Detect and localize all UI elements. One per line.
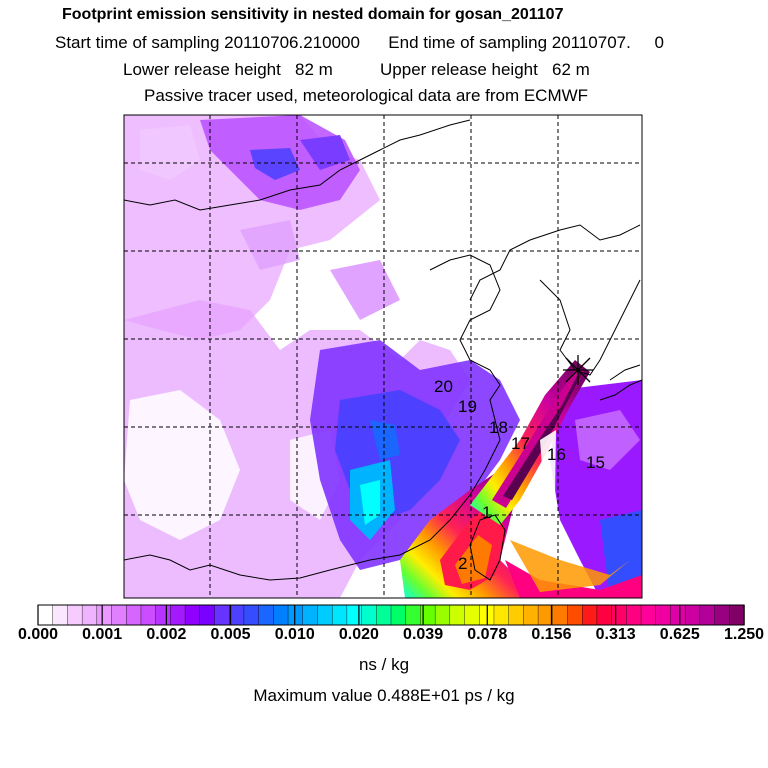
trajectory-label-20: 20 (434, 377, 453, 396)
colorbar-cell (170, 604, 186, 626)
colorbar-cell (449, 604, 466, 626)
colorbar-tick-label: 0.156 (531, 626, 572, 643)
colorbar-cell (640, 604, 657, 626)
colorbar-cell (464, 604, 480, 626)
colorbar-tick-label: 0.039 (403, 626, 444, 643)
trajectory-label-16: 16 (547, 445, 566, 464)
release-point-star (563, 355, 593, 385)
colorbar-tick-label: 0.010 (274, 626, 315, 643)
colorbar-cell (140, 604, 157, 626)
release-height-line: Lower release height 82 m Upper release … (123, 60, 590, 79)
colorbar-cell (361, 604, 377, 626)
trajectory-label-18: 18 (489, 418, 508, 437)
trajectory-label-1: 1 (482, 503, 491, 522)
trajectory-label-19: 19 (458, 397, 477, 416)
colorbar-cell (523, 604, 539, 626)
colorbar-cell (96, 604, 113, 626)
colorbar-tick-label: 0.002 (146, 626, 187, 643)
colorbar-cell (699, 604, 716, 626)
colorbar-cell (376, 604, 392, 626)
colorbar-cell (258, 604, 275, 626)
colorbar-tick-label: 0.001 (82, 626, 123, 643)
colorbar-cell (729, 604, 745, 626)
colorbar-cell (111, 604, 127, 626)
colorbar-cell (81, 604, 98, 626)
colorbar-cell (493, 604, 510, 626)
colorbar-cell (243, 604, 260, 626)
colorbar-cell (684, 604, 701, 626)
colorbar-cell (199, 604, 216, 626)
colorbar-cell (229, 604, 245, 626)
trajectory-label-17: 17 (511, 434, 530, 453)
colorbar-cell (302, 604, 319, 626)
colorbar-cell (567, 604, 583, 626)
grid-lines (124, 115, 642, 598)
coastlines (124, 119, 642, 581)
colorbar-cell (655, 604, 672, 626)
colorbar-cell (552, 604, 569, 626)
colorbar-tick-label: 0.078 (467, 626, 508, 643)
colorbar-cell (670, 604, 686, 626)
colorbar-cell (52, 604, 69, 626)
colorbar-cell (346, 604, 363, 626)
tracer-info-line: Passive tracer used, meteorological data… (144, 86, 589, 105)
colorbar-cell (273, 604, 289, 626)
colorbar-cell (184, 604, 201, 626)
colorbar-cell (390, 604, 407, 626)
plot-title: Footprint emission sensitivity in nested… (62, 6, 564, 23)
colorbar-cell (626, 604, 642, 626)
trajectory-label-15: 15 (586, 453, 605, 472)
colorbar-cell (596, 604, 613, 626)
colorbar-ticks (37, 605, 745, 625)
colorbar-cell (434, 604, 451, 626)
colorbar-cells (37, 604, 745, 626)
colorbar-cell (317, 604, 333, 626)
sampling-time-line: Start time of sampling 20110706.210000 E… (55, 33, 664, 52)
colorbar-tick-label: 0.313 (595, 626, 636, 643)
colorbar-cell (714, 604, 730, 626)
colorbar-cell (214, 604, 230, 626)
colorbar-tick-label: 0.020 (338, 626, 379, 643)
colorbar-cell (37, 604, 54, 626)
colorbar-cell (508, 604, 525, 626)
colorbar-cell (287, 604, 304, 626)
maximum-value-label: Maximum value 0.488E+01 ps / kg (253, 686, 515, 705)
colorbar-tick-label: 0.000 (17, 626, 59, 643)
colorbar-unit-label: ns / kg (358, 655, 410, 674)
colorbar-cell (405, 604, 422, 626)
colorbar-tick-label: 0.005 (210, 626, 251, 643)
trajectory-label-2: 2 (458, 554, 467, 573)
colorbar-cell (67, 604, 83, 626)
colorbar-tick-label: 1.250 (723, 626, 765, 643)
colorbar-cell (582, 604, 598, 626)
colorbar-tick-label: 0.625 (659, 626, 700, 643)
colorbar-cell (126, 604, 142, 626)
colorbar-cell (331, 604, 348, 626)
colorbar-cell (155, 604, 172, 626)
colorbar-cell (611, 604, 628, 626)
map-frame (123, 114, 643, 599)
